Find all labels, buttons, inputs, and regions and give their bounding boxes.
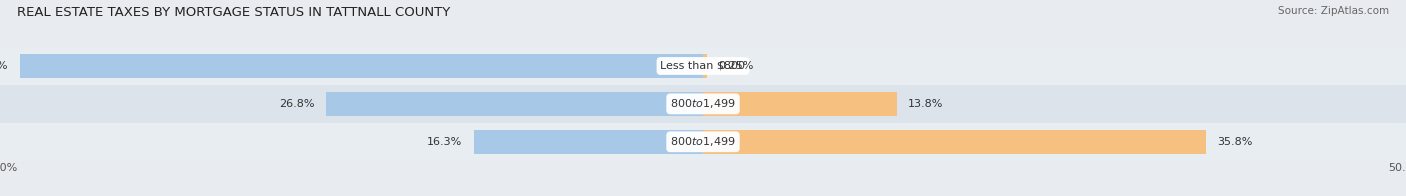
Bar xyxy=(20,54,703,78)
Text: 13.8%: 13.8% xyxy=(908,99,943,109)
Text: 0.25%: 0.25% xyxy=(718,61,754,71)
Text: 26.8%: 26.8% xyxy=(280,99,315,109)
Bar xyxy=(0,123,1406,161)
Bar xyxy=(0,47,1406,85)
Bar xyxy=(703,92,897,116)
Text: Source: ZipAtlas.com: Source: ZipAtlas.com xyxy=(1278,6,1389,16)
Text: REAL ESTATE TAXES BY MORTGAGE STATUS IN TATTNALL COUNTY: REAL ESTATE TAXES BY MORTGAGE STATUS IN … xyxy=(17,6,450,19)
Text: 48.6%: 48.6% xyxy=(0,61,8,71)
Bar xyxy=(0,85,1406,123)
Bar xyxy=(326,92,703,116)
Text: $800 to $1,499: $800 to $1,499 xyxy=(671,135,735,148)
Bar xyxy=(703,130,1206,153)
Text: 35.8%: 35.8% xyxy=(1218,137,1253,147)
Text: $800 to $1,499: $800 to $1,499 xyxy=(671,97,735,110)
Text: Less than $800: Less than $800 xyxy=(661,61,745,71)
Bar xyxy=(474,130,703,153)
Text: 16.3%: 16.3% xyxy=(427,137,463,147)
Bar xyxy=(703,54,707,78)
